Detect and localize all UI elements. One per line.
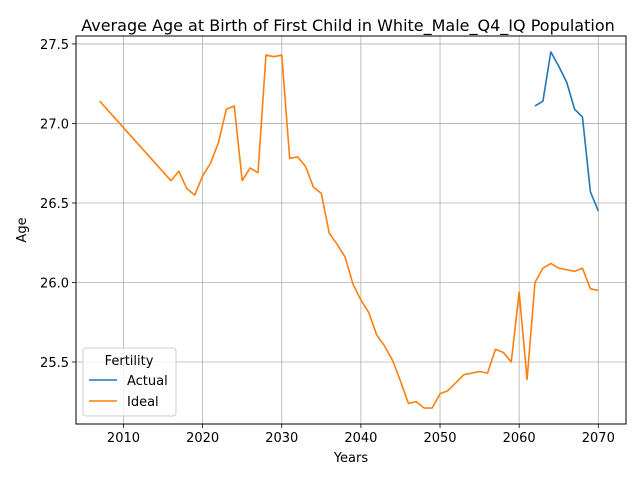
series-lines bbox=[99, 51, 600, 409]
y-tick-label: 26.0 bbox=[40, 276, 69, 291]
x-tick-label: 2020 bbox=[186, 431, 219, 446]
legend-title: Fertility bbox=[105, 354, 154, 369]
y-tick-label: 27.0 bbox=[40, 117, 69, 132]
series-line-ideal bbox=[99, 54, 599, 409]
legend-box bbox=[82, 347, 177, 417]
grid-lines bbox=[76, 36, 626, 424]
series-line-actual bbox=[534, 51, 600, 212]
legend-label-ideal: Ideal bbox=[127, 395, 159, 410]
legend-label-actual: Actual bbox=[127, 374, 168, 389]
chart-title: Average Age at Birth of First Child in W… bbox=[81, 16, 615, 36]
y-tick-label: 27.5 bbox=[40, 38, 69, 53]
x-tick-label: 2050 bbox=[423, 431, 456, 446]
x-tick-label: 2030 bbox=[265, 431, 298, 446]
axis-ticks: 2010 2020 2030 2040 2050 2060 2070 25.5 26.0 26.5… bbox=[40, 38, 615, 446]
x-tick-label: 2070 bbox=[582, 431, 615, 446]
x-tick-label: 2010 bbox=[107, 431, 140, 446]
y-tick-label: 25.5 bbox=[40, 356, 69, 371]
plot-area-frame bbox=[75, 35, 627, 425]
x-tick-label: 2060 bbox=[503, 431, 536, 446]
x-tick-label: 2040 bbox=[344, 431, 377, 446]
y-axis-title: Age bbox=[15, 217, 30, 242]
x-axis-title: Years bbox=[333, 451, 369, 466]
y-tick-label: 26.5 bbox=[40, 197, 69, 212]
legend: Fertility Actual Ideal bbox=[82, 347, 177, 417]
